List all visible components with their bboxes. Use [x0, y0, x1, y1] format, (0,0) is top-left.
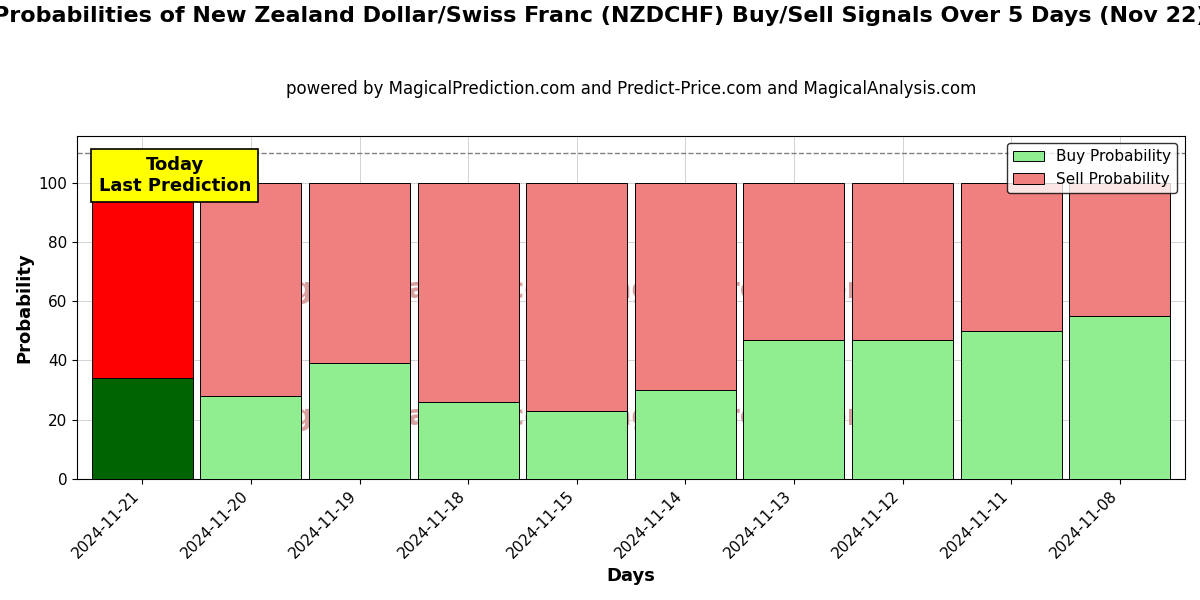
Text: Today
Last Prediction: Today Last Prediction: [98, 157, 251, 195]
Bar: [635, 390, 736, 479]
Title: powered by MagicalPrediction.com and Predict-Price.com and MagicalAnalysis.com: powered by MagicalPrediction.com and Pre…: [286, 80, 977, 98]
Bar: [418, 183, 518, 402]
Bar: [744, 183, 845, 340]
Bar: [961, 331, 1062, 479]
Text: MagicalPrediction.com: MagicalPrediction.com: [586, 276, 942, 304]
Text: MagicalAnalysis.com: MagicalAnalysis.com: [246, 276, 572, 304]
Bar: [200, 396, 301, 479]
Bar: [852, 340, 953, 479]
Legend: Buy Probability, Sell Probability: Buy Probability, Sell Probability: [1007, 143, 1177, 193]
Bar: [92, 378, 193, 479]
Y-axis label: Probability: Probability: [14, 252, 32, 362]
Text: Probabilities of New Zealand Dollar/Swiss Franc (NZDCHF) Buy/Sell Signals Over 5: Probabilities of New Zealand Dollar/Swis…: [0, 6, 1200, 26]
Bar: [744, 340, 845, 479]
Bar: [1069, 183, 1170, 316]
Bar: [635, 183, 736, 390]
Text: MagicalAnalysis.com: MagicalAnalysis.com: [246, 403, 572, 431]
Bar: [310, 183, 410, 364]
Bar: [527, 411, 628, 479]
Bar: [418, 402, 518, 479]
Bar: [310, 364, 410, 479]
Bar: [527, 183, 628, 411]
Bar: [852, 183, 953, 340]
Bar: [92, 183, 193, 378]
Bar: [200, 183, 301, 396]
Bar: [1069, 316, 1170, 479]
Text: MagicalPrediction.com: MagicalPrediction.com: [586, 403, 942, 431]
X-axis label: Days: Days: [607, 567, 655, 585]
Bar: [961, 183, 1062, 331]
